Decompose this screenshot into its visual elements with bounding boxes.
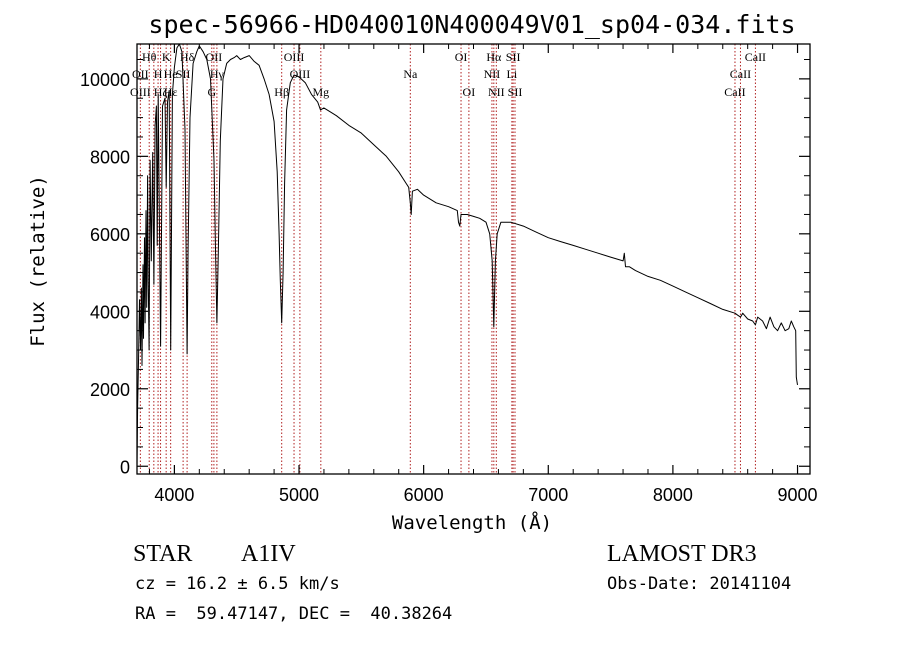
spectral-line-label: Hγ (210, 67, 225, 81)
spectral-line-label: Hα (486, 50, 502, 64)
survey-name: LAMOST DR3 (607, 541, 757, 567)
spectral-line-label: CaII (730, 67, 751, 81)
redshift-text: cz = 16.2 ± 6.5 km/s (135, 574, 340, 594)
spectral-line-label: OII (206, 50, 223, 64)
spectral-line-label: Na (403, 67, 418, 81)
chart-title: spec-56966-HD040010N400049V01_sp04-034.f… (148, 10, 795, 39)
spectral-subclass: A1IV (241, 541, 296, 567)
series-layer (136, 43, 798, 467)
x-tick-label: 4000 (154, 485, 194, 505)
y-tick-label: 2000 (90, 380, 130, 400)
plot-frame (136, 43, 811, 475)
spectral-line-label: CaII (724, 85, 745, 99)
x-tick-label: 8000 (653, 485, 693, 505)
spectral-line-label: OI (463, 85, 476, 99)
spectral-line-label: OI (455, 50, 468, 64)
spectral-line-label: Mg (312, 85, 329, 99)
spectral-line-markers (139, 44, 756, 474)
spectral-line-label: G (207, 85, 216, 99)
x-tick-label: 6000 (404, 485, 444, 505)
spectral-line-label: Hζ (154, 85, 168, 99)
spectral-line-label: Li (507, 67, 518, 81)
y-tick-label: 10000 (80, 70, 130, 90)
x-tick-label: 9000 (778, 485, 818, 505)
spectral-line-label: Hδ (180, 50, 195, 64)
object-class: STAR (133, 541, 192, 567)
x-tick-label: 5000 (279, 485, 319, 505)
spectrum-line (136, 43, 798, 467)
x-tick-label: 7000 (528, 485, 568, 505)
axis-ticks: 4000 5000 6000 7000 8000 9000 0 2000 4000 6000 800… (80, 44, 818, 505)
spectral-line-label: OIII (290, 67, 311, 81)
spectral-line-label: Hβ (274, 85, 289, 99)
spectral-line-label: Hε (164, 85, 178, 99)
y-tick-label: 0 (120, 457, 130, 477)
spectral-line-label: CaII (745, 50, 766, 64)
y-tick-label: 4000 (90, 302, 130, 322)
spectral-line-label: Hθ (142, 50, 157, 64)
spectral-line-label: NII (488, 85, 505, 99)
spectral-line-label: OII (132, 67, 149, 81)
spectral-line-label: SII (506, 50, 521, 64)
x-axis-label: Wavelength (Å) (392, 511, 552, 534)
y-tick-label: 8000 (90, 147, 130, 167)
spectral-line-label: H (154, 67, 163, 81)
y-tick-label: 6000 (90, 225, 130, 245)
spectral-line-label: OIII (130, 85, 151, 99)
coordinates: RA = 59.47147, DEC = 40.38264 (135, 604, 452, 624)
obs-date: Obs-Date: 20141104 (607, 574, 791, 594)
spectral-line-label: OIII (284, 50, 305, 64)
spectral-line-label: NII (484, 67, 501, 81)
spectral-line-label: SII (508, 85, 523, 99)
y-axis-label: Flux (relative) (27, 175, 49, 347)
spectral-line-label: K (162, 50, 171, 64)
